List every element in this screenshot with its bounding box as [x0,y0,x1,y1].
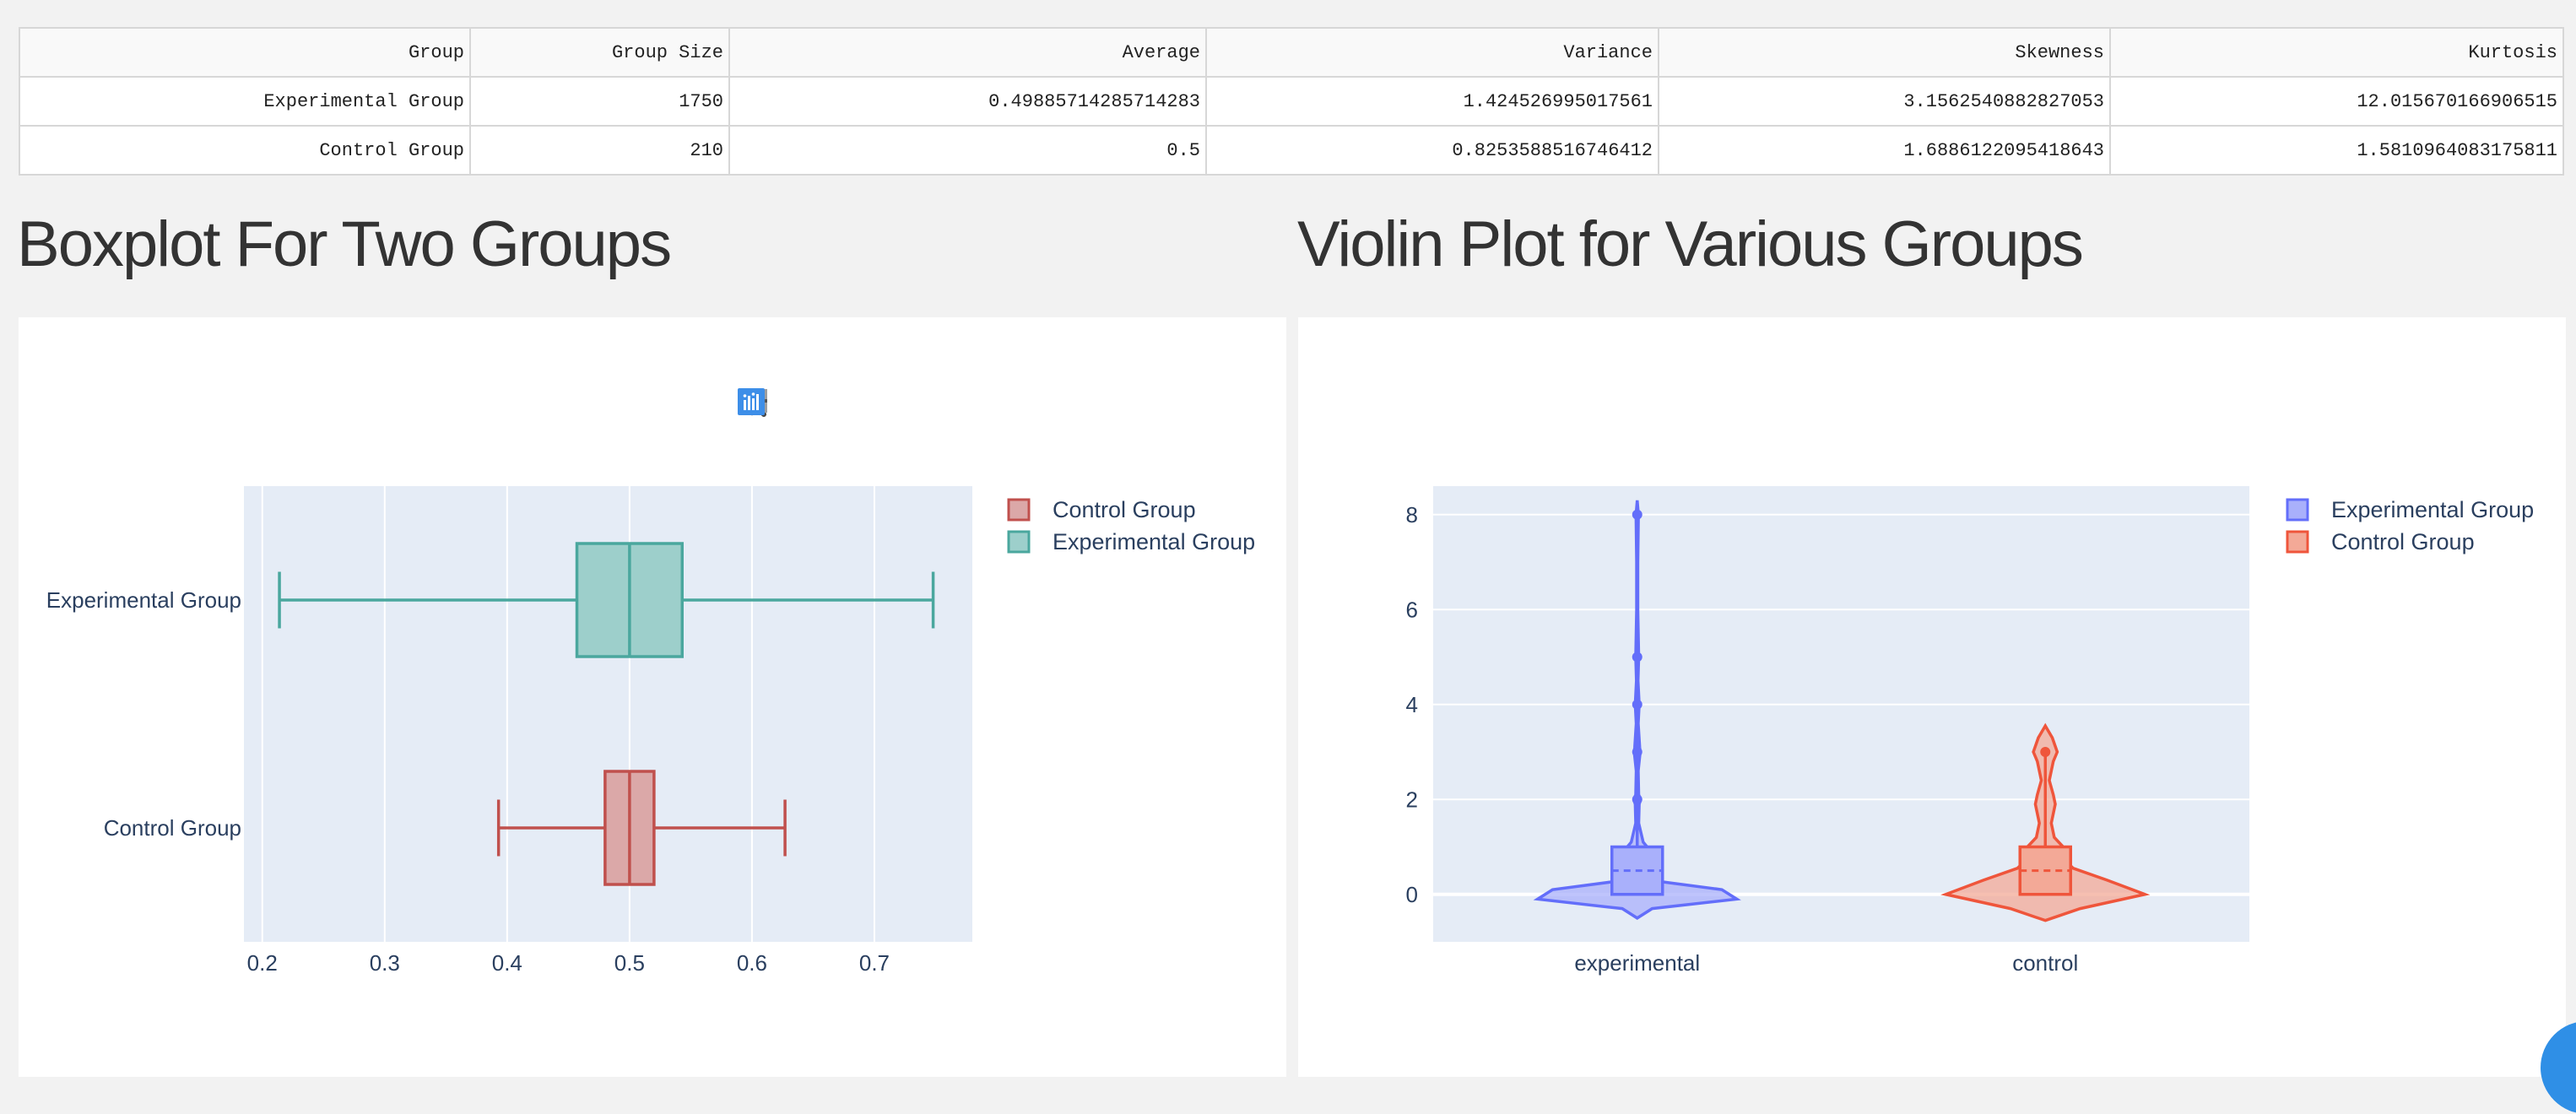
violin-chart[interactable]: 0 2 4 6 8 experimental control Experimental Gro… [1298,317,2566,1077]
table-cell: 3.1562540882827053 [1658,76,2111,127]
y-tick-label: Experimental Group [46,587,241,613]
plot-area [1433,486,2249,942]
y-tick-label: Control Group [104,815,241,841]
x-tick-label: 0.7 [859,950,890,976]
boxplot-title: Boxplot For Two Groups [17,208,672,280]
outlier-point [2040,747,2051,757]
table-cell: Control Group [19,125,471,176]
legend-swatch [2286,498,2309,522]
x-tick-label: 0.6 [737,950,767,976]
outlier-point [1632,794,1642,805]
legend-label: Control Group [2331,529,2475,554]
x-tick-label: 0.5 [614,950,645,976]
y-tick-label: 6 [1406,597,1418,622]
y-tick-label: 8 [1406,502,1418,527]
table-cell: 12.015670166906515 [2109,76,2564,127]
x-tick-label: experimental [1574,950,1700,976]
plotly-logo-icon[interactable] [738,388,1232,424]
y-tick-label: 0 [1406,882,1418,907]
legend-swatch [2286,530,2309,554]
legend-label: Experimental Group [1053,529,1255,554]
table-cell: 0.5 [728,125,1207,176]
outlier-point [1632,747,1642,757]
x-tick-label: 0.3 [370,950,400,976]
table-cell: 1.6886122095418643 [1658,125,2111,176]
column-header: Variance [1205,27,1659,78]
y-tick-label: 2 [1406,787,1418,812]
statistics-table: Group Group Size Average Variance Skewne… [19,27,2564,176]
boxplot-panel[interactable]: 0.2 0.3 0.4 0.5 0.6 0.7 Experimental Group Cont… [19,317,1286,1077]
table-row: Experimental Group 1750 0.49885714285714… [19,76,2564,127]
table-cell: 210 [469,125,730,176]
column-header: Kurtosis [2109,27,2564,78]
table-cell: 1.424526995017561 [1205,76,1659,127]
column-header: Group Size [469,27,730,78]
violin-panel[interactable]: 0 2 4 6 8 experimental control Experimental Gro… [1298,317,2566,1077]
outlier-point [1632,509,1642,520]
outlier-point [1632,699,1642,710]
column-header: Skewness [1658,27,2111,78]
x-tick-label: control [2012,950,2078,976]
table-header-row: Group Group Size Average Variance Skewne… [19,27,2564,78]
table-cell: 1.5810964083175811 [2109,125,2564,176]
legend-swatch [1007,530,1031,554]
y-tick-label: 4 [1406,692,1418,717]
table-cell: 0.8253588516746412 [1205,125,1659,176]
boxplot-chart[interactable]: 0.2 0.3 0.4 0.5 0.6 0.7 Experimental Group Cont… [19,317,1286,1077]
table-cell: 0.49885714285714283 [728,76,1207,127]
column-header: Group [19,27,471,78]
legend-swatch [1007,498,1031,522]
legend-label: Control Group [1053,497,1196,522]
column-header: Average [728,27,1207,78]
table-cell: 1750 [469,76,730,127]
x-tick-label: 0.4 [492,950,522,976]
x-tick-label: 0.2 [247,950,278,976]
table-cell: Experimental Group [19,76,471,127]
legend-label: Experimental Group [2331,497,2534,522]
outlier-point [1632,652,1642,662]
violin-title: Violin Plot for Various Groups [1297,208,2084,280]
table-row: Control Group 210 0.5 0.8253588516746412… [19,125,2564,176]
plot-modebar [738,388,1232,424]
